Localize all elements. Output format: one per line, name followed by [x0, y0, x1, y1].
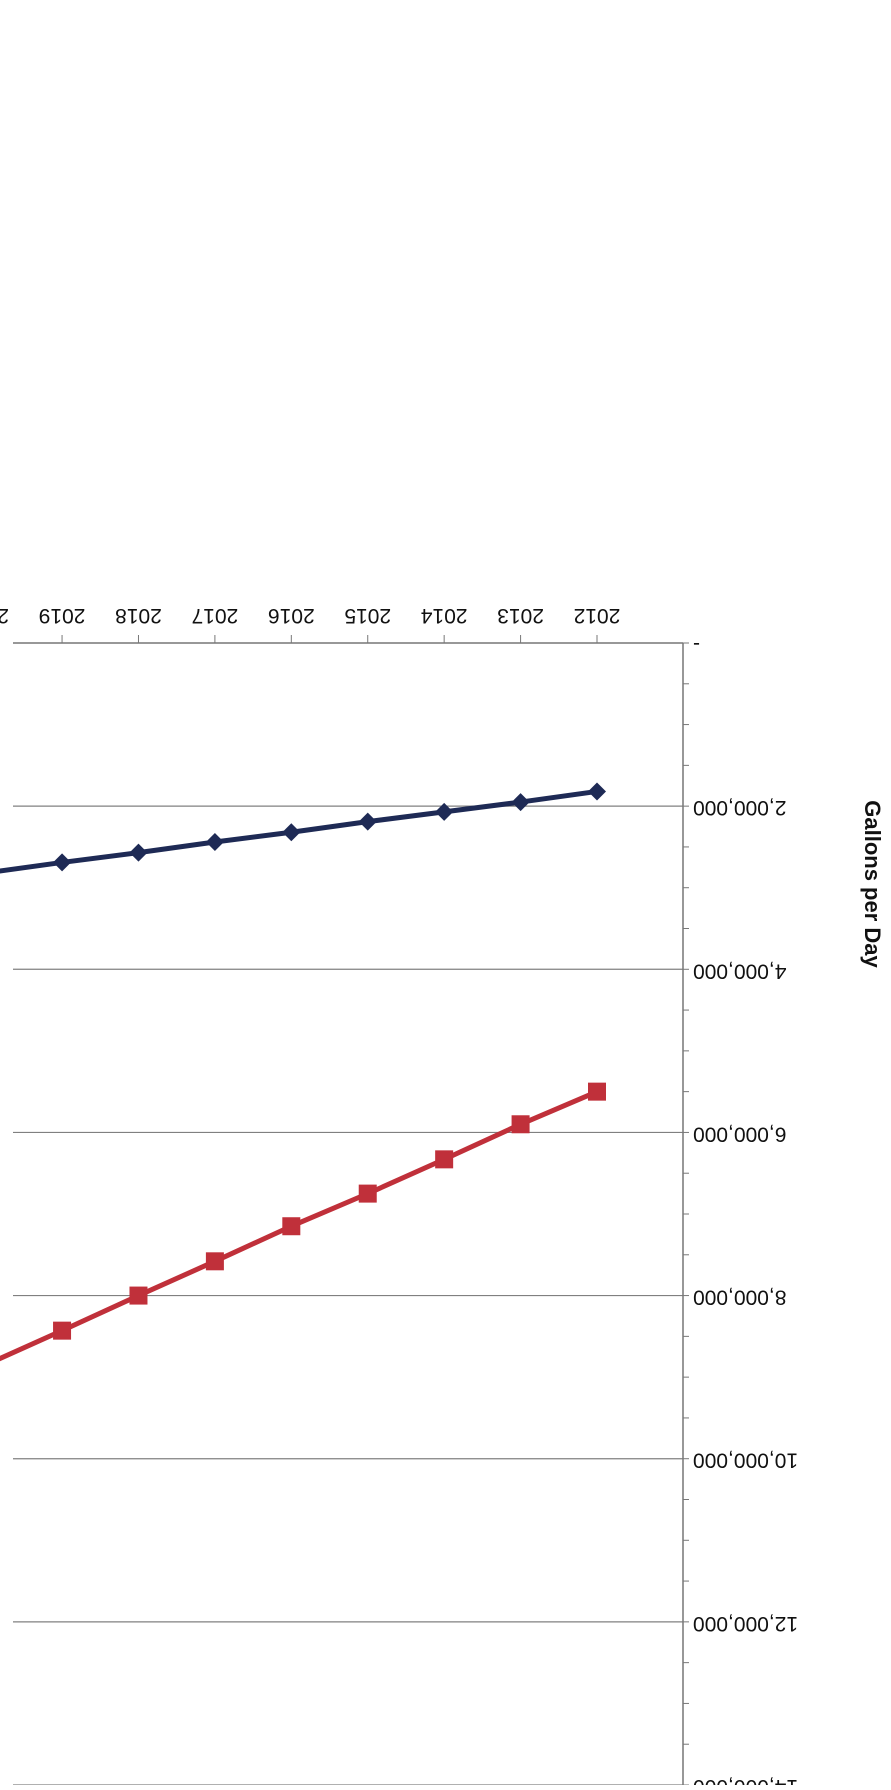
data-point-square [129, 1286, 148, 1305]
tick-labels: - 2,000,000 4,000,000 6,000,000 8,000,000 10,… [0, 604, 885, 1790]
x-tick-label: 2014 [420, 604, 467, 627]
x-tick-label: 2019 [39, 604, 86, 627]
x-tick-label: 2017 [192, 604, 239, 627]
series-line-1 [0, 788, 598, 874]
y-tick-label: 6,000,000 [693, 1122, 786, 1145]
y-tick-label: 2,000,000 [693, 796, 786, 819]
x-tick-label: 2018 [115, 604, 162, 627]
x-tick-label: 2020 [0, 604, 9, 627]
y-tick-label: 8,000,000 [693, 1286, 786, 1309]
data-point-diamond [205, 833, 224, 852]
series-line-2 [0, 1089, 598, 1362]
chart-rotated-group: - 2,000,000 4,000,000 6,000,000 8,000,000 10,… [0, 604, 885, 1790]
y-tick-label: 14,000,000 [693, 1775, 798, 1785]
data-point-square [205, 1252, 224, 1271]
y-tick-label: 4,000,000 [693, 959, 786, 982]
x-tick-label: 2016 [268, 604, 315, 627]
data-point-square [358, 1184, 377, 1203]
data-point-diamond [511, 793, 530, 812]
x-tick-label: 2015 [344, 604, 391, 627]
data-point-square [435, 1150, 454, 1169]
data-point-square [588, 1082, 606, 1101]
x-tick-label: 2012 [574, 604, 621, 627]
data-point-diamond [435, 802, 454, 821]
axes [13, 635, 689, 1786]
x-tick-label: 2013 [497, 604, 544, 627]
y-axis-title: Gallons per Day [860, 800, 885, 968]
data-point-diamond [358, 812, 377, 831]
data-point-diamond [588, 782, 606, 801]
data-point-diamond [129, 843, 148, 862]
data-point-diamond [53, 853, 72, 872]
series-layer [0, 782, 606, 1362]
data-point-diamond [282, 823, 301, 842]
data-point-square [282, 1217, 301, 1236]
data-point-square [53, 1321, 72, 1340]
y-tick-label: - [693, 633, 700, 656]
data-point-square [511, 1115, 530, 1134]
gridlines [13, 805, 683, 1786]
y-tick-label: 10,000,000 [693, 1449, 798, 1472]
y-tick-label: 12,000,000 [693, 1612, 798, 1635]
